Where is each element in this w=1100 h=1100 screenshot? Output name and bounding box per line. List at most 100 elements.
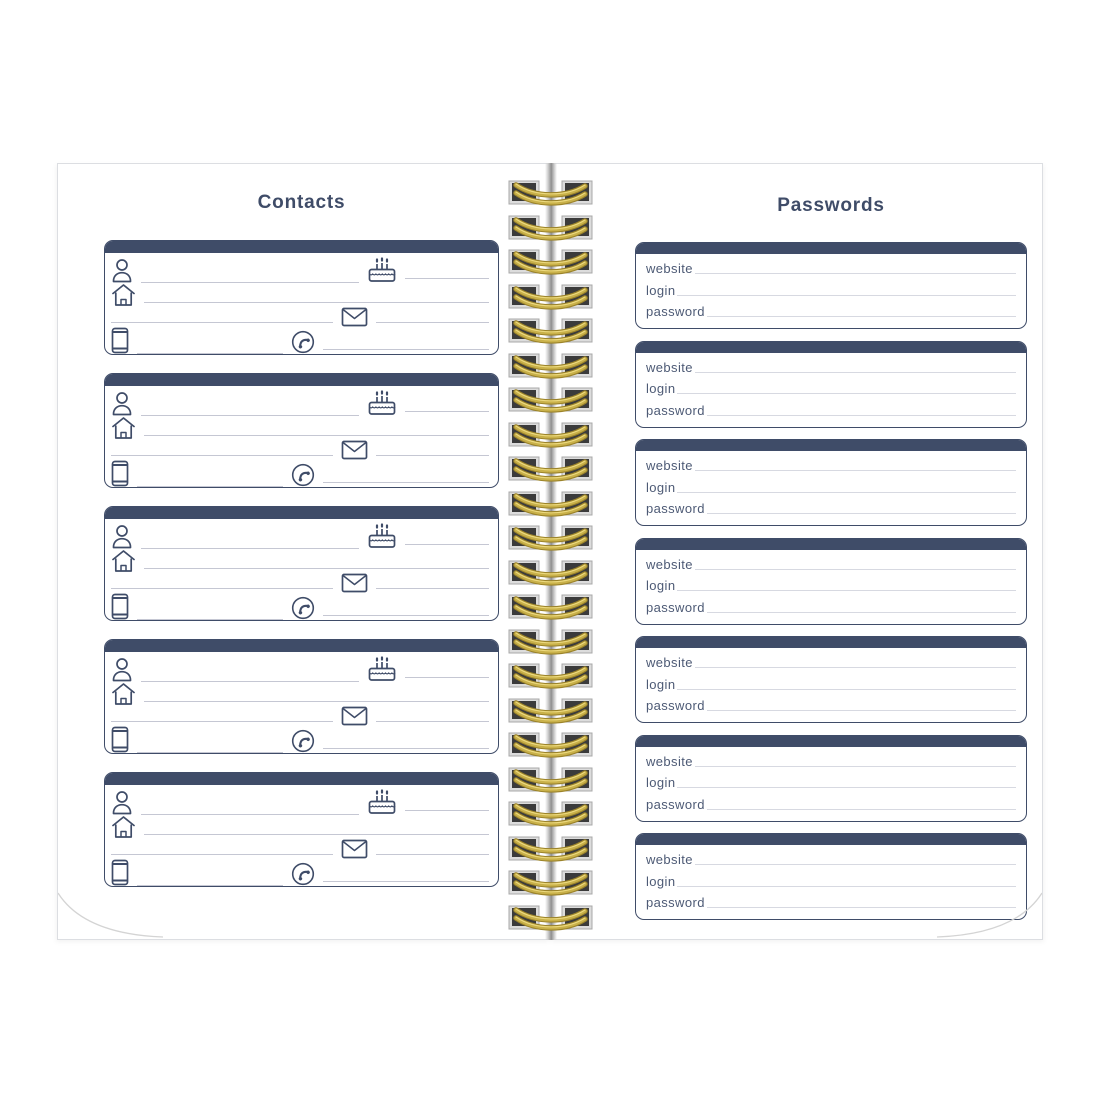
contact-card	[104, 639, 499, 754]
contact-card	[104, 240, 499, 355]
website-line	[694, 470, 1016, 471]
contact-row-phones	[111, 327, 489, 354]
contact-mobile-line	[137, 619, 283, 620]
contact-row-address	[111, 416, 489, 440]
password-card-body: website login password	[636, 648, 1026, 722]
password-card: website login password	[635, 439, 1027, 526]
contact-email-line-left	[111, 455, 333, 456]
contact-row-phones	[111, 593, 489, 620]
login-label: login	[646, 282, 676, 298]
password-card-header	[636, 637, 1026, 648]
contacts-page: Contacts	[57, 163, 550, 940]
birthday-cake-icon	[368, 390, 396, 415]
website-line	[694, 864, 1016, 865]
contact-name-line	[141, 548, 359, 549]
contact-address-line	[144, 568, 489, 569]
passwords-page: Passwords website login password website	[550, 163, 1043, 940]
password-card: website login password	[635, 340, 1027, 428]
contact-name-line	[141, 814, 359, 815]
password-label: password	[646, 895, 705, 910]
password-card-body: website login password	[636, 747, 1026, 821]
password-card-body: website login password	[636, 254, 1026, 328]
password-card: website login password	[635, 734, 1027, 822]
contact-card-body	[105, 386, 498, 487]
contact-address-line	[144, 302, 489, 303]
password-card-body: website login password	[636, 353, 1026, 427]
website-label: website	[646, 261, 693, 276]
password-label: password	[646, 796, 705, 812]
page-curl-bottom-left	[58, 892, 164, 938]
password-card-header	[636, 341, 1026, 353]
contact-email-line-right	[376, 721, 489, 722]
spiral-coil	[503, 178, 598, 208]
contact-email-line-right	[376, 854, 489, 855]
contact-phone-line	[323, 615, 489, 616]
password-card: website login password	[635, 537, 1027, 625]
spiral-coil	[503, 420, 598, 450]
login-line	[677, 294, 1016, 296]
password-row-website: website	[646, 656, 1016, 669]
contacts-page-title: Contacts	[257, 192, 346, 213]
login-label: login	[646, 873, 676, 889]
spiral-coil	[503, 385, 598, 415]
login-label: login	[646, 775, 676, 790]
contact-row-phones	[111, 460, 489, 487]
spiral-coil	[503, 316, 598, 346]
envelope-icon	[341, 307, 368, 327]
login-label: login	[646, 578, 676, 593]
contact-mobile-line	[137, 752, 283, 753]
contact-row-phones	[111, 726, 489, 753]
contact-card-body	[105, 785, 498, 886]
password-label: password	[646, 599, 705, 615]
contact-name-line	[141, 415, 359, 416]
spiral-binding	[503, 163, 598, 940]
envelope-icon	[341, 839, 368, 859]
password-row-password: password	[646, 699, 1016, 712]
contact-row-name-birthday	[111, 788, 489, 815]
contact-card	[104, 506, 499, 621]
contact-card-header	[105, 507, 498, 519]
password-row-login: login	[646, 284, 1016, 297]
envelope-icon	[341, 573, 368, 593]
telephone-icon	[291, 330, 315, 354]
contact-address-line	[144, 834, 489, 835]
website-label: website	[646, 458, 693, 473]
contact-row-email	[111, 440, 489, 460]
password-line	[706, 513, 1016, 514]
password-card: website login password	[635, 833, 1027, 920]
website-line	[694, 667, 1016, 668]
contacts-cards	[104, 240, 499, 887]
contact-row-name-birthday	[111, 256, 489, 283]
contact-card-header	[105, 640, 498, 652]
contact-phone-line	[323, 482, 489, 483]
contact-card-body	[105, 253, 498, 354]
contact-mobile-line	[137, 885, 283, 886]
telephone-icon	[291, 596, 315, 620]
password-row-website: website	[646, 853, 1016, 866]
person-icon	[112, 791, 132, 815]
contact-row-email	[111, 706, 489, 726]
person-icon	[112, 259, 132, 283]
spiral-coil	[503, 523, 598, 553]
telephone-icon	[291, 729, 315, 753]
mobile-phone-icon	[111, 593, 129, 620]
spiral-coil	[503, 592, 598, 622]
contact-phone-line	[323, 881, 489, 882]
telephone-icon	[291, 463, 315, 487]
contact-email-line-left	[111, 721, 333, 722]
contact-address-line	[144, 701, 489, 702]
password-row-password: password	[646, 798, 1016, 811]
birthday-cake-icon	[368, 523, 396, 548]
contact-mobile-line	[137, 353, 283, 354]
contact-card-header	[105, 374, 498, 386]
contact-card	[104, 772, 499, 887]
birthday-cake-icon	[368, 789, 396, 814]
password-card-header	[636, 834, 1026, 845]
home-icon	[112, 417, 135, 439]
contact-card-header	[105, 241, 498, 253]
spiral-coil	[503, 799, 598, 829]
website-label: website	[646, 753, 693, 769]
password-row-password: password	[646, 305, 1016, 318]
password-row-website: website	[646, 558, 1016, 571]
